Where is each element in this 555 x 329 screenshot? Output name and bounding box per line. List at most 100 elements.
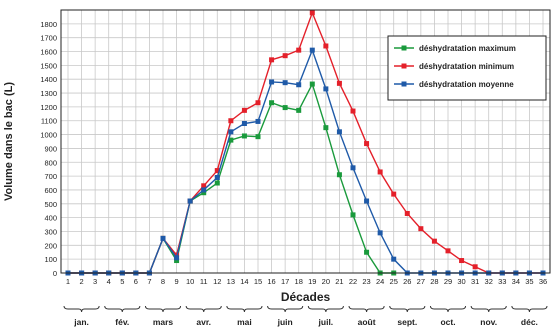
data-point [296,107,302,113]
data-point [377,230,383,236]
y-tick-label: 1800 [40,20,57,29]
data-point [282,80,288,86]
data-point [241,107,247,113]
data-point [350,165,356,171]
y-tick-label: 0 [53,269,57,278]
legend-swatch-marker [401,63,407,69]
data-point [255,134,261,140]
legend-label: déshydratation maximum [419,44,516,53]
x-axis-label: Décades [281,290,331,304]
y-tick-label: 1400 [40,75,57,84]
x-tick-label: 13 [227,277,235,286]
legend-box [387,35,547,101]
y-tick-label: 1200 [40,103,57,112]
x-tick-label: 34 [512,277,520,286]
y-tick-label: 200 [44,241,57,250]
data-point [323,86,329,92]
y-tick-label: 1100 [41,117,57,126]
data-point [323,125,329,131]
data-point [309,47,315,53]
x-tick-label: 7 [147,277,151,286]
month-brace [267,305,304,313]
x-tick-label: 12 [213,277,221,286]
x-tick-labels: 1 2 3 4 5 6 7 8 9 10 11 12 13 14 15 16 17 18 19 20 21 22 23 24 2… [66,277,547,286]
month-labels: jan. fév. mars avr. mai juin juil. août sept. oct… [63,305,548,327]
y-tick-label: 800 [44,158,57,167]
plot-frame [60,9,551,274]
month-label: août [358,317,376,327]
y-axis-label: Volume dans le bac (L) [3,82,15,201]
y-tick-label: 1700 [40,34,57,43]
data-point [418,226,424,232]
data-point [309,81,315,87]
data-point [364,198,370,204]
y-tick-label: 700 [44,172,57,181]
data-point [269,100,275,106]
legend-swatch-marker [401,45,407,51]
y-tick-label: 900 [44,144,57,153]
month-brace [226,305,263,313]
x-tick-label: 20 [322,277,330,286]
x-tick-label: 21 [335,277,343,286]
y-tick-labels: 0 100 200 300 400 500 600 700 800 900 1000 1100 1200… [40,20,57,278]
month-label: mars [153,317,174,327]
data-point [255,100,261,106]
month-label: avr. [196,317,211,327]
data-point [377,169,383,175]
data-point [350,108,356,114]
x-tick-label: 3 [93,277,97,286]
x-tick-label: 28 [430,277,438,286]
data-point [269,57,275,63]
x-tick-label: 1 [66,277,70,286]
month-brace [185,305,222,313]
x-tick-label: 23 [362,277,370,286]
month-brace [63,305,100,313]
y-tick-label: 400 [44,214,57,223]
data-point [214,174,220,180]
x-tick-label: 30 [457,277,465,286]
x-tick-label: 26 [403,277,411,286]
data-point [323,43,329,49]
data-point [241,121,247,127]
data-point [296,82,302,88]
legend-item: déshydratation minimum [394,62,514,71]
month-label: jan. [73,317,89,327]
y-tick-label: 600 [44,186,57,195]
data-point [472,264,478,270]
legend: déshydratation maximum déshydratation min… [387,35,547,101]
x-tick-label: 2 [79,277,83,286]
x-tick-label: 24 [376,277,384,286]
month-brace [144,305,182,313]
data-point [241,133,247,139]
x-tick-label: 29 [444,277,452,286]
x-tick-label: 16 [267,277,275,286]
legend-item: déshydratation maximum [394,44,516,53]
data-point [174,255,180,261]
data-point [214,168,220,174]
y-tick-label: 1500 [40,61,57,70]
month-label: juil. [318,317,334,327]
x-tick-label: 36 [539,277,547,286]
data-point [350,212,356,218]
x-tick-label: 5 [120,277,124,286]
x-tick-label: 6 [134,277,138,286]
month-label: nov. [480,317,497,327]
legend-item: déshydratation moyenne [394,80,514,89]
data-point [404,210,410,216]
data-point [459,258,465,264]
data-point [364,141,370,147]
x-tick-label: 18 [295,277,303,286]
x-tick-label: 27 [417,277,425,286]
y-tick-label: 300 [44,227,57,236]
x-tick-label: 8 [161,277,165,286]
data-point [391,256,397,262]
data-point [391,191,397,197]
x-tick-label: 14 [240,277,248,286]
data-point [201,190,207,196]
month-brace [470,305,507,313]
data-point [445,248,451,254]
x-tick-label: 33 [498,277,506,286]
data-point [214,180,220,186]
y-tick-label: 100 [44,255,57,264]
legend-label: déshydratation moyenne [419,80,514,89]
